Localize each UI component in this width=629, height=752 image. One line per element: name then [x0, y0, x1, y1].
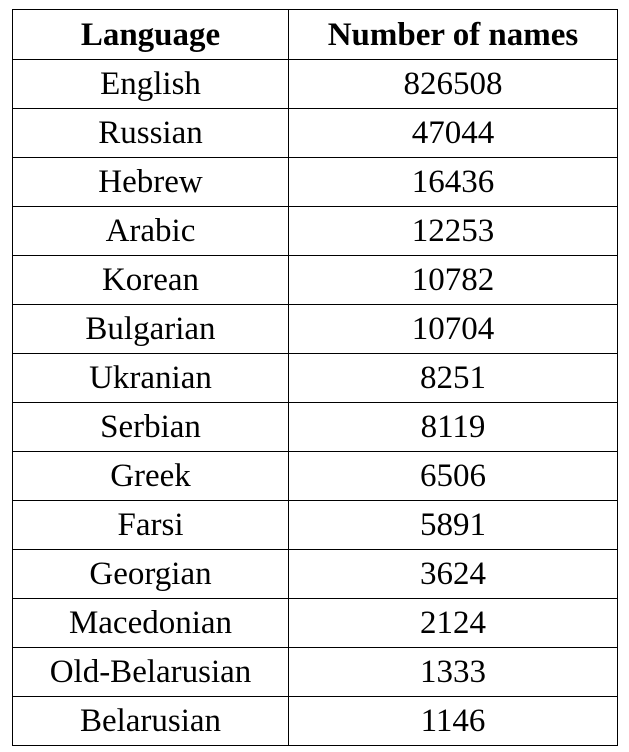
count-cell: 8119	[288, 402, 618, 452]
count-cell: 826508	[288, 59, 618, 109]
language-cell: Macedonian	[12, 598, 289, 648]
language-cell: Belarusian	[12, 696, 289, 746]
count-cell: 1146	[288, 696, 618, 746]
count-cell: 5891	[288, 500, 618, 550]
language-cell: Ukranian	[12, 353, 289, 403]
language-cell: Russian	[12, 108, 289, 158]
header-language: Language	[12, 9, 289, 60]
count-cell: 10782	[288, 255, 618, 305]
language-names-table: Language Number of names English 826508 …	[12, 9, 618, 746]
table-row: Farsi 5891	[12, 500, 618, 550]
count-cell: 8251	[288, 353, 618, 403]
table-row: Old-Belarusian 1333	[12, 647, 618, 697]
language-cell: Old-Belarusian	[12, 647, 289, 697]
language-cell: Greek	[12, 451, 289, 501]
table-row: Georgian 3624	[12, 549, 618, 599]
language-cell: Arabic	[12, 206, 289, 256]
language-cell: Bulgarian	[12, 304, 289, 354]
table-row: Bulgarian 10704	[12, 304, 618, 354]
language-cell: Farsi	[12, 500, 289, 550]
table-row: Hebrew 16436	[12, 157, 618, 207]
count-cell: 3624	[288, 549, 618, 599]
table-row: Russian 47044	[12, 108, 618, 158]
table-row: English 826508	[12, 59, 618, 109]
language-cell: Serbian	[12, 402, 289, 452]
table-row: Belarusian 1146	[12, 696, 618, 746]
table-row: Serbian 8119	[12, 402, 618, 452]
table-row: Ukranian 8251	[12, 353, 618, 403]
header-number-of-names: Number of names	[288, 9, 618, 60]
table-row: Greek 6506	[12, 451, 618, 501]
count-cell: 47044	[288, 108, 618, 158]
count-cell: 16436	[288, 157, 618, 207]
table-row: Korean 10782	[12, 255, 618, 305]
table-header-row: Language Number of names	[12, 9, 618, 60]
count-cell: 12253	[288, 206, 618, 256]
count-cell: 1333	[288, 647, 618, 697]
table-row: Arabic 12253	[12, 206, 618, 256]
count-cell: 10704	[288, 304, 618, 354]
language-cell: Korean	[12, 255, 289, 305]
language-cell: Georgian	[12, 549, 289, 599]
count-cell: 2124	[288, 598, 618, 648]
language-cell: Hebrew	[12, 157, 289, 207]
count-cell: 6506	[288, 451, 618, 501]
language-cell: English	[12, 59, 289, 109]
table-row: Macedonian 2124	[12, 598, 618, 648]
